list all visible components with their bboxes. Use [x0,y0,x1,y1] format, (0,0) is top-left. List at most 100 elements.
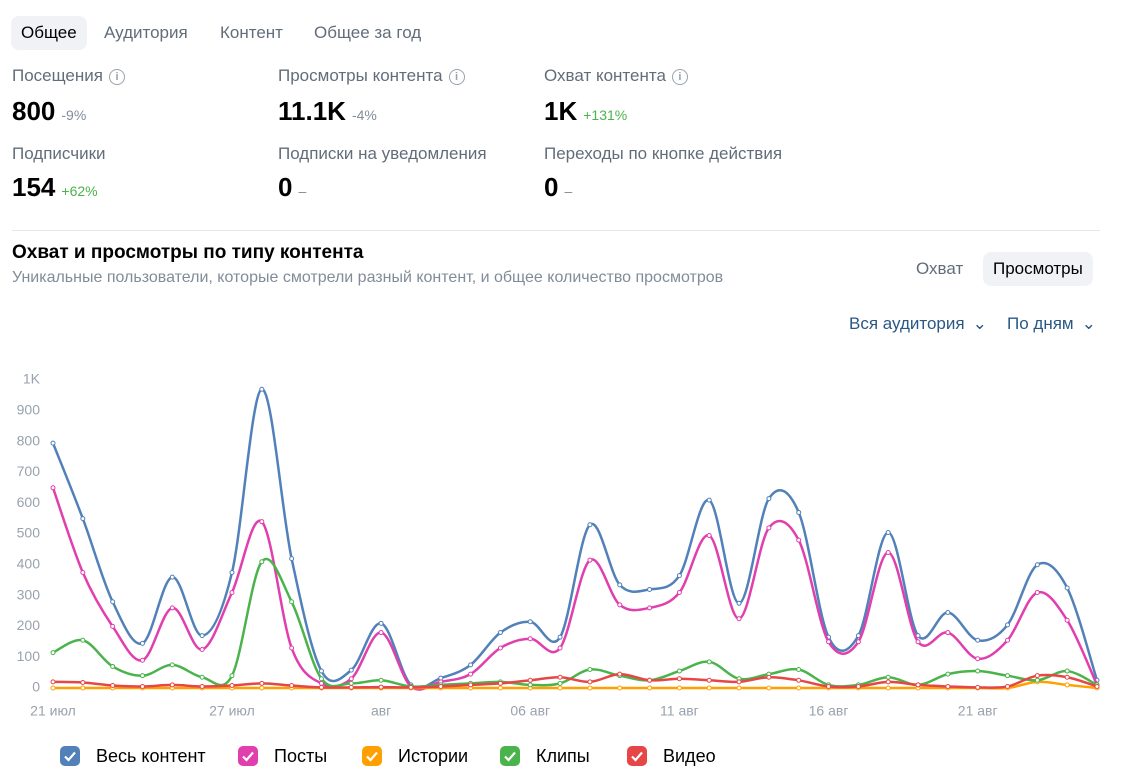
legend-checkbox[interactable] [238,746,258,766]
legend-checkbox[interactable] [362,746,382,766]
toggle-button[interactable]: Просмотры [983,252,1093,286]
info-icon[interactable]: i [448,69,465,85]
legend-item[interactable]: Видео [627,744,716,768]
data-point [736,676,742,682]
data-point [139,673,145,679]
data-point [915,682,921,688]
data-point [1064,674,1070,680]
data-point [378,630,384,636]
stat-label-text: Посещения [12,66,103,85]
data-point [676,685,682,691]
stat-change: +62% [61,183,98,199]
data-point [110,685,116,691]
tab[interactable]: Общее за год [314,23,422,42]
data-point [1034,673,1040,679]
data-point [855,682,861,688]
info-icon[interactable]: i [108,69,125,85]
y-tick-label: 100 [17,648,41,664]
data-point [796,677,802,683]
data-point [915,685,921,691]
data-point [766,671,772,677]
data-point [826,682,832,688]
y-tick-label: 700 [17,463,41,479]
legend-checkbox[interactable] [627,746,647,766]
data-point [110,599,116,605]
legend-checkbox[interactable] [500,746,520,766]
data-point [796,537,802,543]
data-point [169,662,175,668]
data-point [318,668,324,674]
legend-item[interactable]: Клипы [500,744,590,768]
data-point [497,645,503,651]
y-tick-label: 200 [17,617,41,633]
data-point [676,573,682,579]
stat-change: – [564,183,573,199]
data-point [348,685,354,691]
data-point [915,639,921,645]
legend-label: Истории [398,745,469,766]
data-point [1064,682,1070,688]
series-line [52,672,1098,689]
data-point [975,668,981,674]
data-point [110,663,116,669]
legend-checkbox[interactable] [60,746,80,766]
x-tick-label: 11 авг [660,703,699,719]
data-point [438,682,444,688]
data-point [110,683,116,689]
data-point [587,667,593,673]
data-point [915,682,921,688]
data-point [408,685,414,691]
stat-label-text: Охват контента [544,66,666,85]
tab[interactable]: Общее [11,16,87,50]
data-point [527,619,533,625]
data-point [169,605,175,611]
data-point [617,685,623,691]
stat-value: 0– [544,172,572,203]
data-point [1094,682,1100,688]
data-point [348,684,354,690]
section-subtitle: Уникальные пользователи, которые смотрел… [12,269,724,286]
toggle-button[interactable]: Охват [916,259,964,278]
data-point [497,679,503,685]
section-title: Охват и просмотры по типу контента [12,242,364,263]
data-point [229,570,235,575]
stat-value-text: 0 [544,172,559,202]
legend-item[interactable]: Посты [238,744,327,768]
tab[interactable]: Аудитория [104,23,188,42]
y-tick-label: 1K [23,371,41,387]
data-point [169,574,175,580]
legend-label: Посты [274,745,328,766]
data-point [438,675,444,681]
data-point [736,679,742,685]
data-point [975,637,981,643]
data-point [468,662,474,668]
stat-value-text: 1K [544,96,578,126]
data-point [408,684,414,690]
tab[interactable]: Контент [220,23,283,42]
data-point [885,529,891,535]
data-point [199,685,205,691]
filter-dropdown[interactable]: Вся аудитория [849,314,987,334]
data-point [527,685,533,691]
legend-item[interactable]: Весь контент [60,744,206,768]
filter-dropdown[interactable]: По дням [1007,314,1096,334]
stat-label: Переходы по кнопке действия [544,144,783,163]
data-point [1064,668,1070,674]
data-point [885,685,891,691]
data-point [259,386,265,392]
data-point [408,683,414,689]
stat-value-text: 0 [278,172,293,202]
data-point [468,680,474,686]
data-point [557,680,563,686]
data-point [199,674,205,680]
data-point [318,676,324,682]
data-point [647,586,653,592]
data-point [259,685,265,691]
info-icon[interactable]: i [671,69,688,85]
legend-item[interactable]: Истории [362,744,468,768]
data-point [647,605,653,611]
data-point [676,590,682,596]
data-point [826,639,832,645]
data-point [1094,677,1100,683]
